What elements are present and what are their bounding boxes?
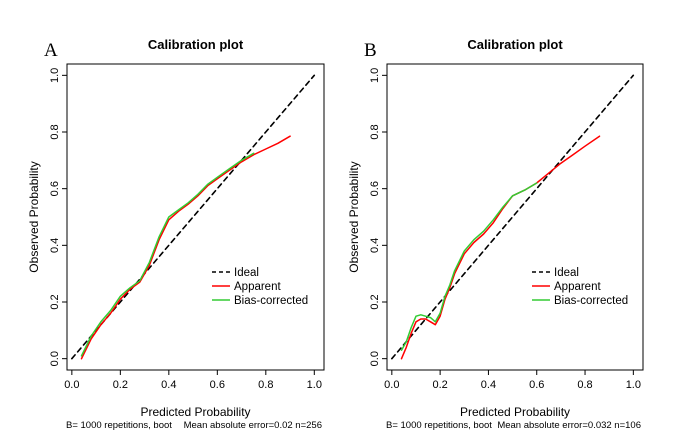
panel-a-y-tick-label: 0.4 xyxy=(49,238,61,253)
panel-b-series-group xyxy=(390,74,635,360)
panel-b-x-tick-label: 0.6 xyxy=(529,379,544,391)
panel-b-plot-frame xyxy=(386,63,644,371)
panel-b-title: Calibration plot xyxy=(467,37,563,52)
panel-a-x-tick-label: 0.0 xyxy=(64,379,79,391)
panel-b-legend-label-ideal: Ideal xyxy=(554,267,579,279)
panel-a-x-tick-label: 0.6 xyxy=(210,379,225,391)
panel-a-legend-label-apparent: Apparent xyxy=(234,281,281,293)
panel-a-y-tick-label: 0.0 xyxy=(49,351,61,366)
panel-b-legend: Ideal Apparent Bias-corrected xyxy=(532,267,628,307)
panel-b-x-axis-label: Predicted Probability xyxy=(460,405,570,419)
panel-b: B Calibration plot 0.0 0.2 0.4 0.6 0.8 1.0 0.0 0.… xyxy=(347,37,644,431)
panel-a-plot-frame xyxy=(66,63,325,371)
panel-b-y-tick-label: 0.8 xyxy=(369,124,381,139)
panel-b-series-bias-corrected xyxy=(400,182,538,351)
panel-a-title: Calibration plot xyxy=(148,37,244,52)
panel-a-legend-label-ideal: Ideal xyxy=(234,267,259,279)
panel-b-footer-mae: Mean absolute error=0.032 n=106 xyxy=(497,420,641,431)
panel-b-x-tick-label: 1.0 xyxy=(626,379,641,391)
panel-a-y-tick-label: 1.0 xyxy=(49,68,61,83)
panel-a-footer-mae: Mean absolute error=0.02 n=256 xyxy=(184,420,322,431)
panel-a-y-axis-label: Observed Probability xyxy=(27,161,41,272)
panel-a: A Calibration plot 0.0 0.2 0.4 0.6 0.8 1.0 0.0 0.… xyxy=(27,37,325,431)
panel-a-legend-label-bias-corrected: Bias-corrected xyxy=(234,295,308,307)
panel-b-y-tick-label: 0.0 xyxy=(369,351,381,366)
panel-b-x-tick-label: 0.2 xyxy=(432,379,447,391)
panel-b-legend-label-apparent: Apparent xyxy=(554,281,601,293)
panel-a-series-bias-corrected xyxy=(80,152,255,357)
panel-a-series-ideal xyxy=(71,74,316,360)
panel-a-series-apparent xyxy=(80,135,291,360)
panel-b-series-ideal xyxy=(390,74,635,360)
panel-b-legend-label-bias-corrected: Bias-corrected xyxy=(554,295,628,307)
panel-b-y-tick-label: 0.6 xyxy=(369,181,381,196)
panel-b-series-apparent xyxy=(400,135,601,360)
panel-a-legend: Ideal Apparent Bias-corrected xyxy=(212,267,308,307)
panel-a-letter: A xyxy=(44,40,58,61)
panel-b-y-tick-label: 0.4 xyxy=(369,238,381,253)
panel-a-x-tick-label: 0.4 xyxy=(161,379,176,391)
panel-a-series-group xyxy=(71,74,316,360)
panel-b-footer-repetitions: B= 1000 repetitions, boot xyxy=(386,420,492,431)
panel-b-x-tick-label: 0.8 xyxy=(577,379,592,391)
panel-b-y-axis-label: Observed Probability xyxy=(347,161,361,272)
panel-a-footer-repetitions: B= 1000 repetitions, boot xyxy=(66,420,172,431)
panel-a-y-tick-label: 0.2 xyxy=(49,294,61,309)
panel-b-x-tick-label: 0.0 xyxy=(384,379,399,391)
panel-a-y-tick-label: 0.8 xyxy=(49,124,61,139)
panel-a-x-tick-label: 0.2 xyxy=(113,379,128,391)
panel-b-y-tick-label: 1.0 xyxy=(369,68,381,83)
panel-a-y-tick-label: 0.6 xyxy=(49,181,61,196)
panel-b-y-tick-label: 0.2 xyxy=(369,294,381,309)
panel-b-x-tick-label: 0.4 xyxy=(481,379,496,391)
panel-a-x-tick-label: 0.8 xyxy=(258,379,273,391)
panel-a-x-axis-label: Predicted Probability xyxy=(140,405,250,419)
panel-a-x-tick-label: 1.0 xyxy=(307,379,322,391)
panel-b-letter: B xyxy=(364,40,377,61)
